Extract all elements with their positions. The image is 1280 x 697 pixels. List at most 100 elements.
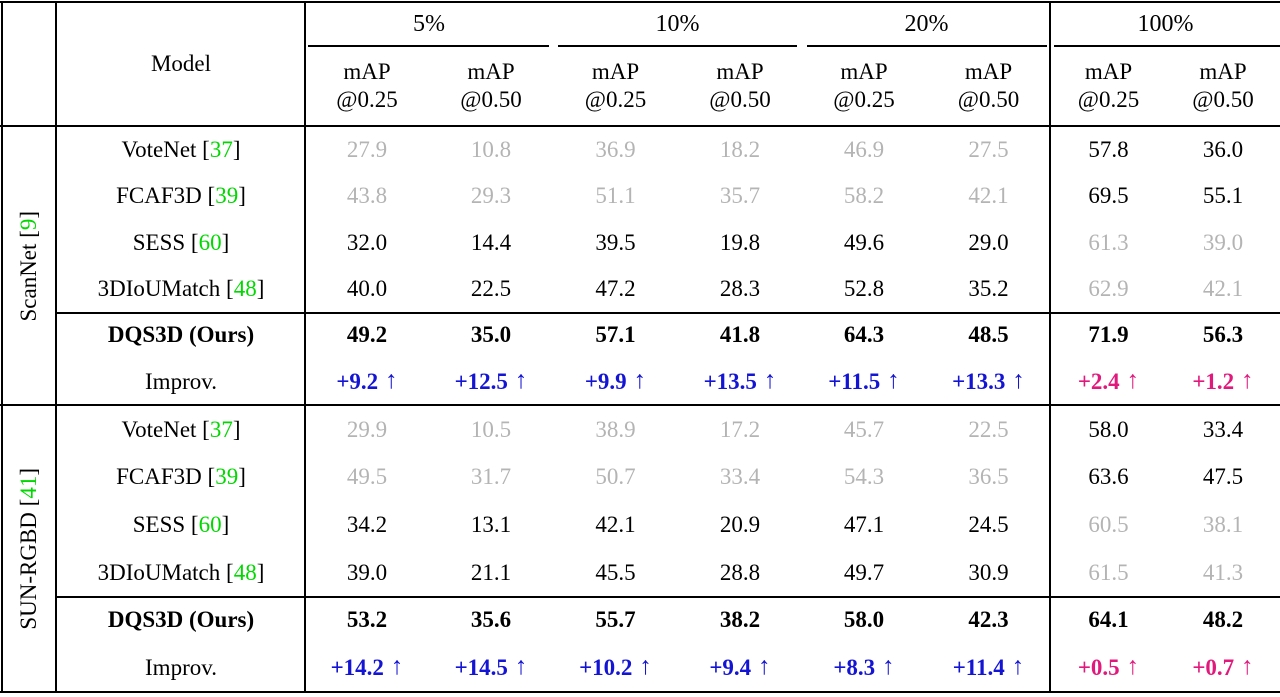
metric-value: 10.5 <box>429 406 553 454</box>
metric-number: 10.5 <box>470 416 512 442</box>
metric-value: +12.5 ↑ <box>429 359 553 405</box>
up-arrow-icon: ↑ <box>763 366 777 394</box>
metric-number: 47.5 <box>1202 464 1244 490</box>
model-label: 3DIoUMatch [48] <box>97 559 265 585</box>
metric-value: 33.4 <box>678 454 802 502</box>
metric-value: 61.3 <box>1051 220 1166 266</box>
subheader-line2: @0.25 <box>336 87 398 112</box>
metric-value: 64.3 <box>802 312 926 358</box>
metric-value: 31.7 <box>429 454 553 502</box>
metric-value: 50.7 <box>553 454 678 502</box>
citation-number: 37 <box>209 416 233 442</box>
model-name: SESS <box>132 512 186 538</box>
metric-number: 41.8 <box>719 322 761 348</box>
citation-number: 48 <box>233 276 257 302</box>
metric-value: 29.9 <box>305 406 429 454</box>
metric-number: +14.2 <box>330 655 384 681</box>
metric-value: 19.8 <box>678 220 802 266</box>
subheader-line1: mAP <box>1084 59 1133 85</box>
metric-value: 24.5 <box>926 501 1051 549</box>
metric-number: 21.1 <box>470 559 512 585</box>
cmidrule-20pct <box>807 45 1047 47</box>
model-label: FCAF3D [39] <box>116 464 246 490</box>
model-name: Improv. <box>145 655 217 681</box>
metric-value: +14.5 ↑ <box>429 644 553 692</box>
column-header-model: Model <box>150 51 212 76</box>
midrule-scannet-ours <box>56 312 1280 314</box>
metric-number: +9.4 <box>709 655 752 681</box>
metric-value: 27.9 <box>305 127 429 173</box>
up-arrow-icon: ↑ <box>514 653 528 681</box>
metric-number: +2.4 <box>1077 368 1120 394</box>
cmidrule-5pct <box>308 45 549 47</box>
metric-value: 17.2 <box>678 406 802 454</box>
model-name: FCAF3D <box>116 464 202 490</box>
metric-number: +0.7 <box>1192 655 1235 681</box>
metric-number: 55.7 <box>595 607 636 633</box>
metric-number: 43.8 <box>346 183 388 209</box>
metric-number: +10.2 <box>579 655 633 681</box>
model-name: DQS3D (Ours) <box>107 607 255 633</box>
model-name: Improv. <box>145 368 217 394</box>
metric-value: 29.3 <box>429 173 553 219</box>
metric-number: 38.1 <box>1202 512 1244 538</box>
metric-value: +13.5 ↑ <box>678 359 802 405</box>
metric-number: 52.8 <box>843 276 885 302</box>
metric-value: 49.2 <box>305 312 429 358</box>
metric-value: +0.7 ↑ <box>1166 644 1280 692</box>
metric-number: 38.2 <box>719 607 761 633</box>
dataset-name: SUN-RGBD <box>15 512 41 630</box>
metric-number: 36.5 <box>968 464 1009 490</box>
metric-value: 40.0 <box>305 266 429 312</box>
model-label: DQS3D (Ours) <box>57 312 305 358</box>
subheader-line2: @0.25 <box>833 87 895 112</box>
metric-value: 28.8 <box>678 549 802 597</box>
subheader-map050: mAP @0.50 <box>1166 46 1280 126</box>
metric-number: 19.8 <box>719 229 761 255</box>
metric-value: 13.1 <box>429 501 553 549</box>
rule-top <box>0 1 1280 3</box>
metric-number: 45.5 <box>595 559 636 585</box>
metric-number: 49.7 <box>843 559 885 585</box>
bracket: ] <box>15 468 41 476</box>
metric-value: 39.5 <box>553 220 678 266</box>
metric-value: 55.7 <box>553 597 678 645</box>
metric-number: 29.3 <box>470 183 512 209</box>
metric-value: 43.8 <box>305 173 429 219</box>
citation-number: 41 <box>15 475 41 499</box>
metric-value: 47.5 <box>1166 454 1280 502</box>
citation-number: 39 <box>215 183 239 209</box>
subheader-map025: mAP @0.25 <box>802 46 926 126</box>
metric-number: +13.3 <box>952 368 1006 394</box>
metric-number: 27.5 <box>968 137 1009 163</box>
metric-value: 60.5 <box>1051 501 1166 549</box>
metric-number: +0.5 <box>1077 655 1120 681</box>
metric-number: 54.3 <box>843 464 885 490</box>
bracket: [ <box>15 229 41 238</box>
subheader-line2: @0.25 <box>584 87 647 112</box>
metric-value: 27.5 <box>926 127 1051 173</box>
up-arrow-icon: ↑ <box>390 653 404 681</box>
group-header-10pct: 10% <box>655 10 700 37</box>
subheader-line1: mAP <box>840 59 888 85</box>
up-arrow-icon: ↑ <box>1126 653 1140 681</box>
metric-value: 33.4 <box>1166 406 1280 454</box>
model-name: SESS <box>132 229 186 255</box>
table-section-sunrgbd: SUN-RGBD [41] VoteNet [37] 29.9 10.5 38.9 17… <box>0 406 1280 692</box>
metric-number: 42.1 <box>595 512 636 538</box>
metric-number: 10.8 <box>470 137 512 163</box>
citation-number: 9 <box>15 218 41 230</box>
metric-value: 41.8 <box>678 312 802 358</box>
subheader-line1: mAP <box>343 59 391 85</box>
metric-value: 42.3 <box>926 597 1051 645</box>
metric-value: 18.2 <box>678 127 802 173</box>
metric-number: 48.2 <box>1202 607 1244 633</box>
model-label: Improv. <box>57 644 305 692</box>
metric-value: 36.9 <box>553 127 678 173</box>
metric-number: 53.2 <box>346 607 388 633</box>
up-arrow-icon: ↑ <box>385 366 398 394</box>
metric-value: 29.0 <box>926 220 1051 266</box>
metric-number: 18.2 <box>719 137 761 163</box>
metric-number: 38.9 <box>595 416 636 442</box>
rule-bottom <box>0 691 1280 693</box>
